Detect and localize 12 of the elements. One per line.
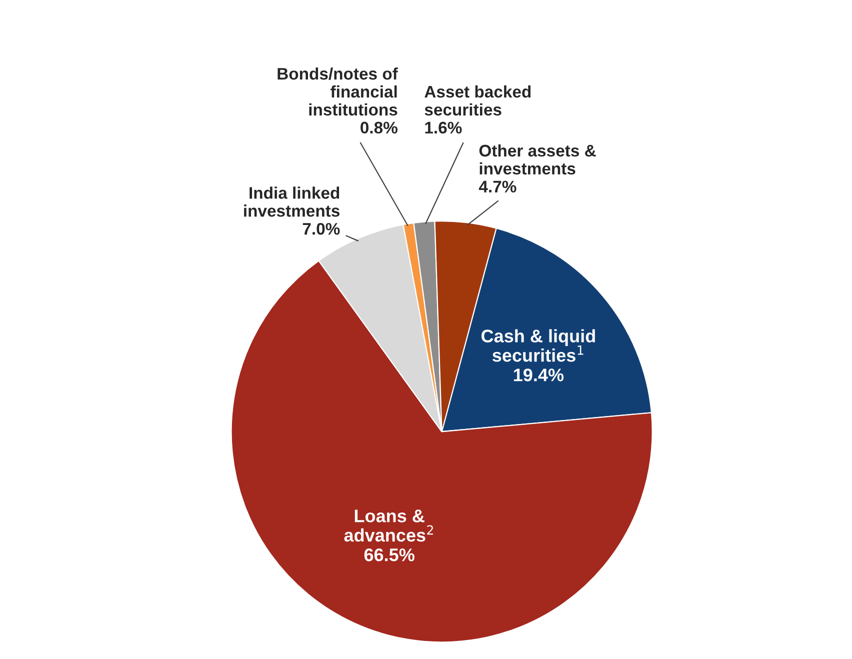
slice-label: Bonds/notes of financial institutions <box>278 67 398 116</box>
data-label: 4.7% <box>478 180 516 192</box>
data-label: 1.6% <box>425 122 462 134</box>
slice-label: Cash & liquid securities$^{1}$ <box>482 329 595 362</box>
data-label: 19.4% <box>514 368 564 382</box>
slice-label: Loans & advances$^{2}$ <box>344 510 433 542</box>
data-label: 7.0% <box>302 222 340 235</box>
slice-label: Asset backed securities <box>424 85 531 116</box>
data-label: 66.5% <box>364 548 414 562</box>
slice-label: Other assets & investments <box>479 144 596 175</box>
slice-label: India linked investments <box>244 186 340 217</box>
data-label: 0.8% <box>360 122 398 134</box>
